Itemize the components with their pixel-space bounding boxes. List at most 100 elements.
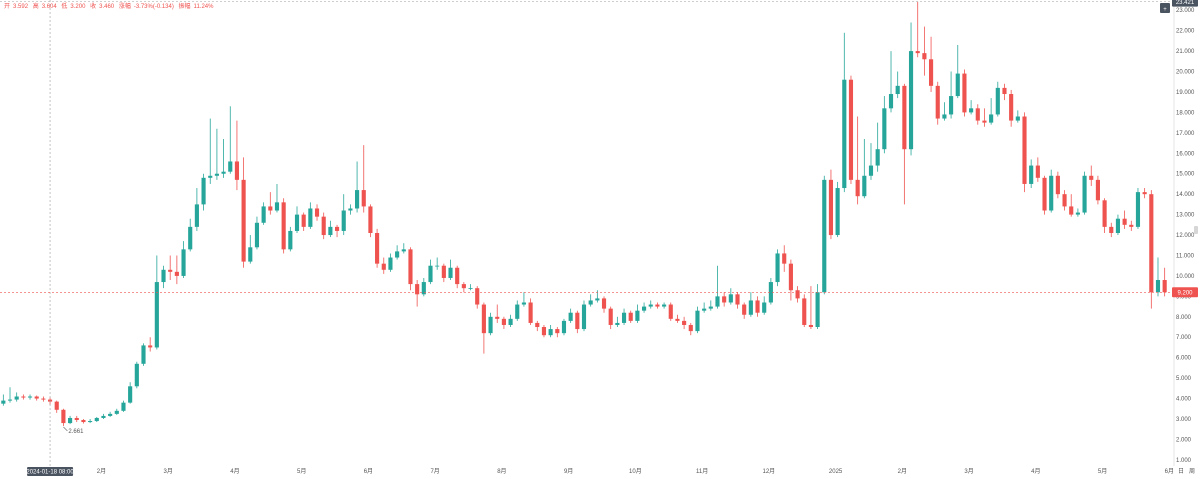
candle [762, 296, 767, 315]
axis-drag-handle[interactable] [1194, 226, 1198, 234]
crosshair-price-tag: 23.421 [1176, 0, 1195, 6]
y-tick-label: 7.000 [1176, 335, 1192, 341]
candle-body [468, 288, 473, 289]
y-tick-label: 21.000 [1176, 49, 1195, 55]
candle [922, 26, 927, 76]
candle [261, 202, 266, 225]
candle [241, 157, 246, 268]
candle-body [728, 294, 733, 303]
candle-body [555, 329, 560, 334]
candle [1149, 190, 1154, 309]
x-tick-label: 6月 [1165, 468, 1174, 475]
candle [148, 337, 153, 352]
crosshair [0, 0, 1174, 466]
candle-body [234, 161, 240, 180]
candle [74, 415, 79, 423]
candle [27, 394, 33, 400]
candle-body [101, 415, 106, 418]
candle [154, 255, 159, 350]
candle [621, 308, 627, 325]
candle-body [928, 59, 934, 86]
candle-body [148, 345, 153, 348]
candle [1095, 175, 1100, 205]
candle [928, 36, 934, 92]
candle-body [1069, 206, 1074, 215]
candle [268, 192, 273, 215]
price-axis[interactable]: 1.000 2.000 3.000 4.000 5.000 6.000 7.000 8.000… [1176, 8, 1195, 464]
candle [795, 286, 800, 303]
candle-body [668, 304, 673, 319]
candle-body [448, 267, 453, 278]
candle [868, 143, 874, 180]
candle-body [74, 417, 79, 421]
candle-body [154, 282, 159, 348]
candle [1069, 194, 1074, 217]
candle [628, 310, 633, 323]
candle [1109, 222, 1114, 238]
candle [281, 198, 286, 254]
time-axis[interactable]: 20242月3月4月5月6月7月8月9月10月11月12月20252月3月4月5… [28, 468, 1195, 475]
candle-body [14, 396, 19, 400]
candle [702, 302, 707, 313]
candle [101, 413, 106, 419]
candle [395, 245, 400, 260]
candle-body [1, 400, 6, 404]
candle [375, 228, 380, 268]
candle-body [822, 179, 827, 293]
candle [1142, 188, 1147, 199]
candle [7, 387, 13, 403]
change-value: -3.73%(-0.134) [133, 4, 174, 10]
candle-body [27, 396, 33, 398]
candle [728, 288, 733, 305]
candle-body [1122, 218, 1127, 225]
candle [942, 102, 947, 121]
candle [301, 212, 306, 231]
candle [1135, 188, 1141, 229]
candle-body [495, 316, 500, 319]
candle [648, 300, 653, 309]
candle [588, 294, 593, 307]
candle [995, 81, 1000, 117]
candle-body [662, 304, 667, 307]
candle-body [788, 263, 793, 291]
candle-body [1022, 116, 1027, 184]
y-tick-label: 22.000 [1176, 29, 1195, 35]
candle [915, 1, 920, 58]
candle [174, 255, 179, 285]
candle-body [1029, 165, 1034, 184]
amplitude-label: 振幅 [178, 4, 191, 10]
candle-body [501, 318, 506, 325]
candle [688, 322, 693, 336]
x-tick-label: 4月 [230, 468, 239, 475]
candle [808, 286, 813, 330]
candle [208, 118, 213, 184]
candle-body [955, 73, 960, 97]
current-price-tag: 9.200 [1177, 290, 1193, 296]
candle [1055, 171, 1060, 199]
candle-body [108, 413, 113, 416]
candle-body [1135, 192, 1141, 227]
candle-body [795, 290, 800, 299]
candle-body [415, 284, 420, 295]
candle-body [88, 421, 93, 423]
candle-body [288, 230, 293, 250]
candle-body [141, 345, 146, 364]
candle-body [802, 298, 807, 325]
candle-body [855, 179, 860, 197]
interval-day-label: 日 [1178, 468, 1184, 475]
candle-body [1035, 165, 1040, 178]
candle-body [114, 410, 119, 414]
candle-body [641, 306, 647, 311]
candle [1089, 165, 1094, 186]
x-tick-label: 7月 [430, 468, 439, 475]
candle [535, 320, 540, 332]
candle-body [895, 85, 900, 95]
candle-body [408, 249, 413, 285]
low-annotation: 2.661 [68, 429, 84, 435]
y-tick-label: 13.000 [1176, 213, 1195, 219]
candle [435, 257, 440, 270]
crosshair-date-tag-bg [27, 467, 74, 476]
candle [201, 173, 206, 211]
y-tick-label: 4.000 [1176, 397, 1192, 403]
